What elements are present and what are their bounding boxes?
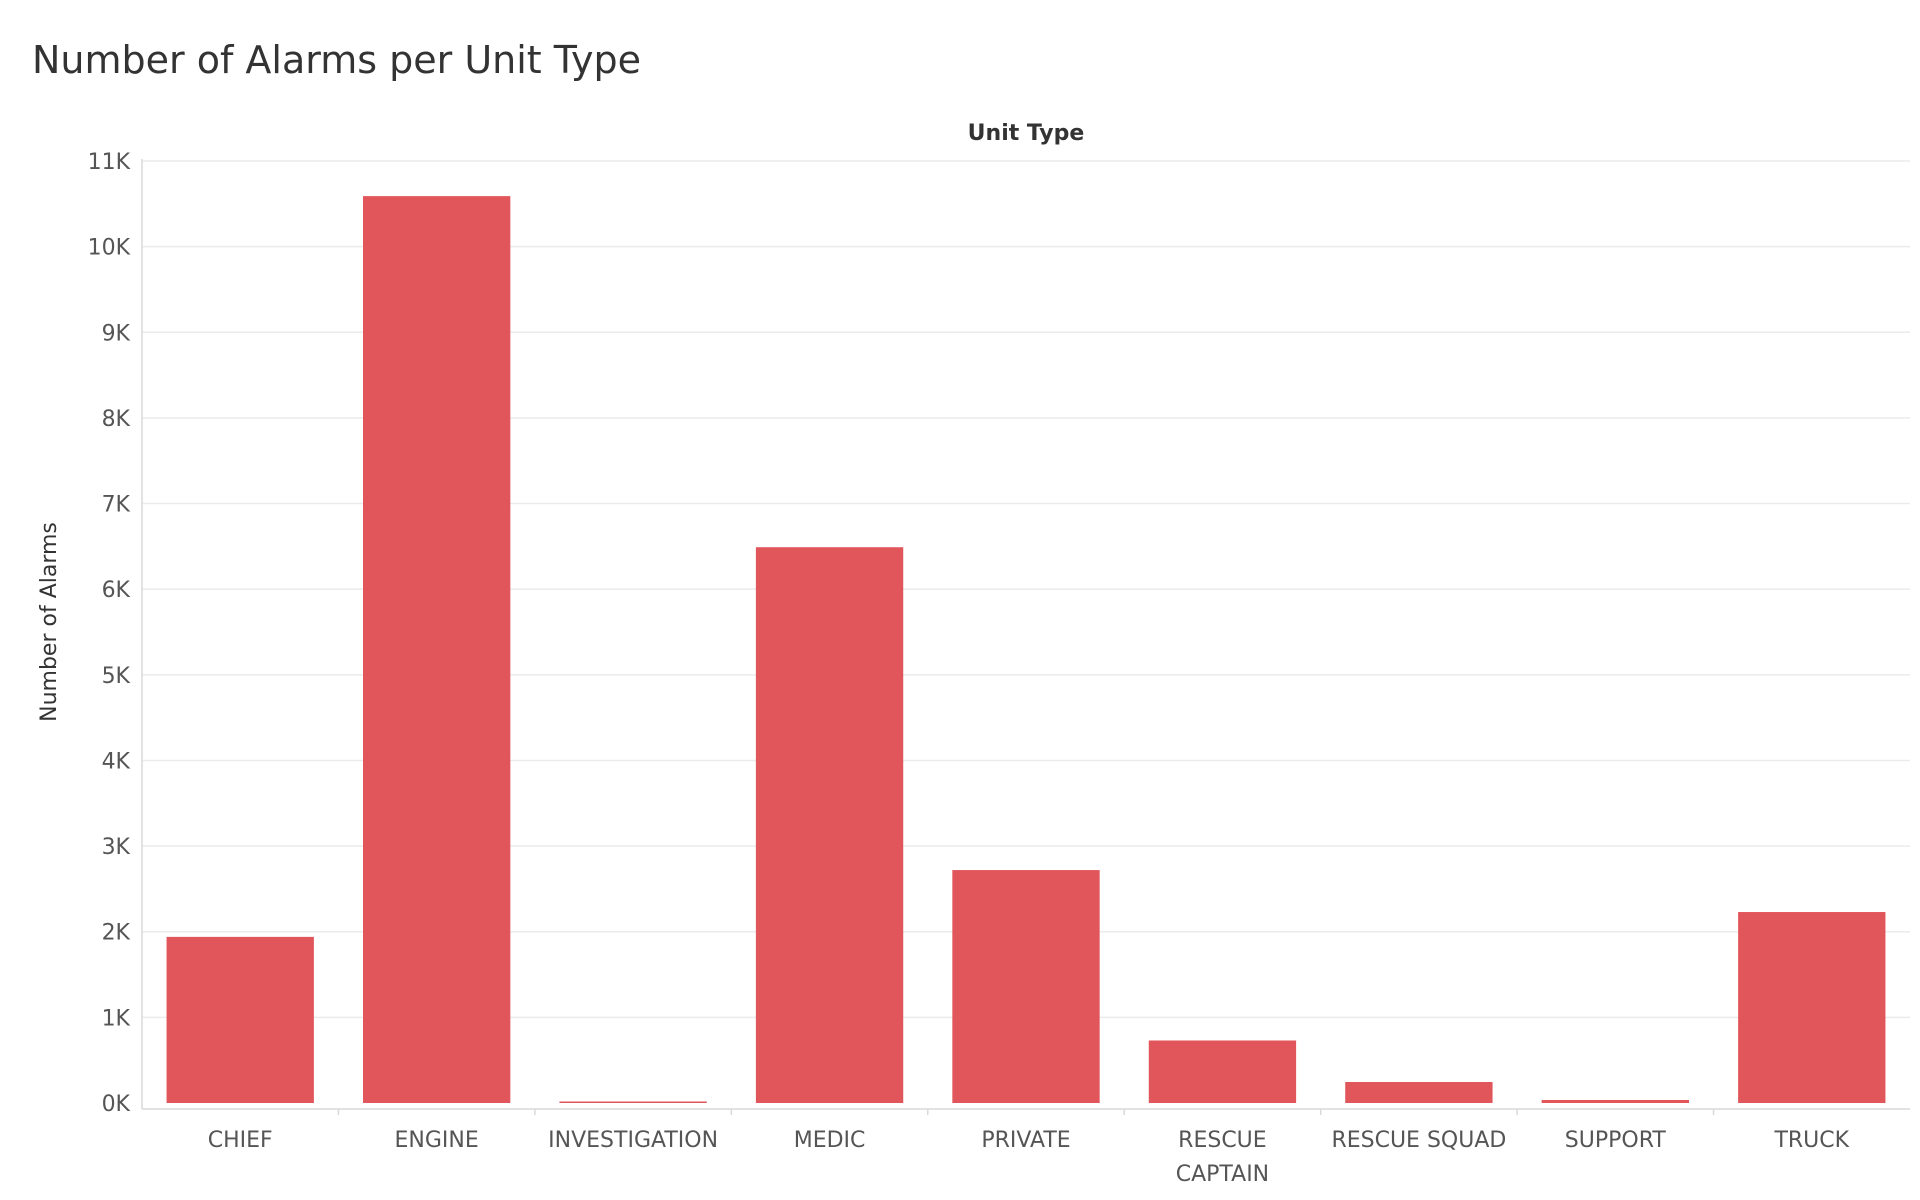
y-tick-label: 2K bbox=[102, 921, 131, 946]
x-category-label: MEDIC bbox=[794, 1128, 866, 1153]
bar-support bbox=[1541, 1100, 1689, 1103]
y-axis-title: Number of Alarms bbox=[37, 522, 62, 722]
y-tick-label: 10K bbox=[88, 236, 131, 261]
x-category-label-line: ENGINE bbox=[395, 1128, 479, 1153]
x-category-label-line: CAPTAIN bbox=[1176, 1162, 1269, 1187]
x-category-label-line: SUPPORT bbox=[1565, 1128, 1667, 1153]
chart-title: Number of Alarms per Unit Type bbox=[32, 38, 642, 82]
bar-rescue-captain bbox=[1148, 1040, 1297, 1103]
bar-private bbox=[952, 870, 1100, 1103]
bar-engine bbox=[363, 196, 511, 1104]
y-tick-label: 9K bbox=[102, 321, 131, 346]
y-tick-label: 0K bbox=[102, 1092, 131, 1117]
x-category-label-line: TRUCK bbox=[1773, 1128, 1849, 1153]
y-tick-label: 7K bbox=[102, 493, 131, 518]
x-category-label-line: CHIEF bbox=[208, 1128, 273, 1153]
x-category-label-line: INVESTIGATION bbox=[548, 1128, 718, 1153]
x-category-label: PRIVATE bbox=[981, 1128, 1070, 1153]
x-category-label: ENGINE bbox=[395, 1128, 479, 1153]
x-category-label: CHIEF bbox=[208, 1128, 273, 1153]
axes bbox=[141, 159, 1910, 1115]
y-tick-label: 4K bbox=[102, 749, 131, 774]
x-category-label-line: MEDIC bbox=[794, 1128, 866, 1153]
bar-rescue-squad bbox=[1345, 1082, 1493, 1103]
x-category-label: SUPPORT bbox=[1565, 1128, 1667, 1153]
bar-investigation bbox=[559, 1101, 707, 1103]
y-tick-label: 1K bbox=[102, 1006, 131, 1031]
y-tick-label: 6K bbox=[102, 578, 131, 603]
x-category-label: TRUCK bbox=[1773, 1128, 1849, 1153]
x-category-label-line: RESCUE SQUAD bbox=[1331, 1128, 1506, 1153]
y-tick-label: 8K bbox=[102, 407, 131, 432]
y-tick-label: 3K bbox=[102, 835, 131, 860]
x-axis-title: Unit Type bbox=[968, 121, 1085, 146]
bars bbox=[166, 196, 1886, 1104]
bar-chief bbox=[166, 936, 314, 1103]
bar-medic bbox=[755, 547, 904, 1103]
x-category-label: INVESTIGATION bbox=[548, 1128, 718, 1153]
x-category-label: RESCUE SQUAD bbox=[1331, 1128, 1506, 1153]
x-category-label-line: PRIVATE bbox=[981, 1128, 1070, 1153]
x-category-label: RESCUE CAPTAIN bbox=[1176, 1128, 1269, 1187]
labels: 0K 1K 2K 3K 4K 5K 6K 7K 8K 9K 10K 11K CHIEF ENGINE INV… bbox=[88, 150, 1850, 1187]
x-category-label-line: RESCUE bbox=[1178, 1128, 1267, 1153]
y-tick-label: 11K bbox=[88, 150, 131, 175]
y-tick-label: 5K bbox=[102, 664, 131, 689]
bar-truck bbox=[1738, 912, 1886, 1103]
